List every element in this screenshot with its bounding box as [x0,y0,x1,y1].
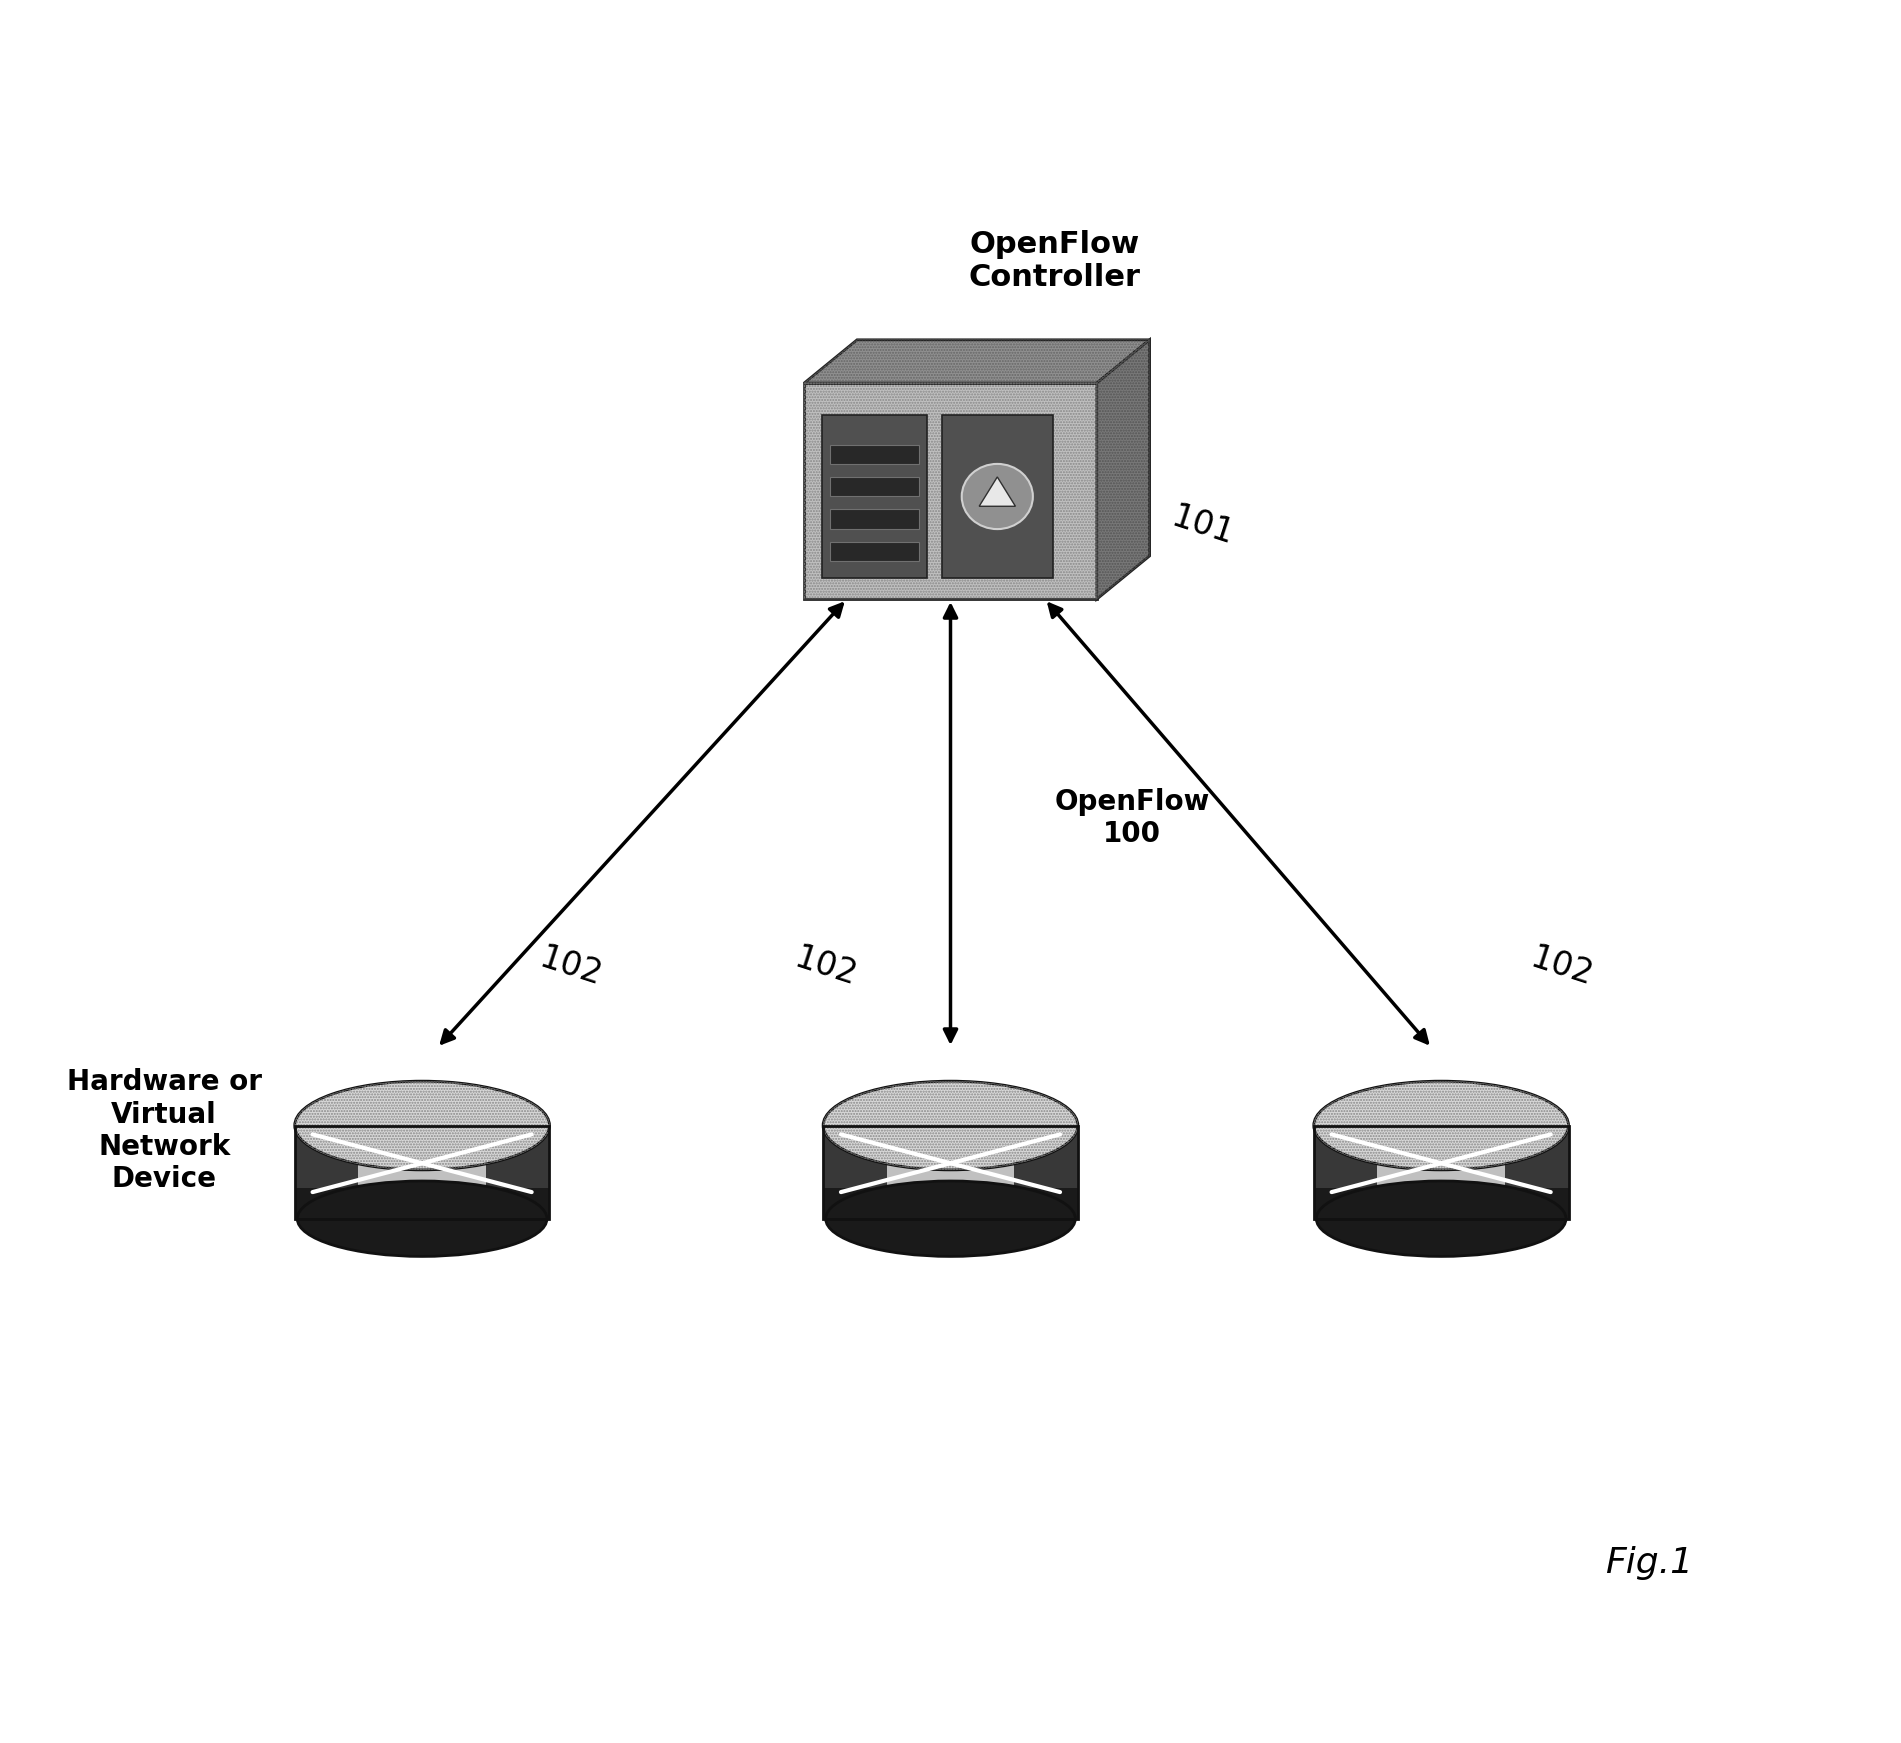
Polygon shape [979,478,1015,505]
Polygon shape [886,1126,1015,1215]
Polygon shape [831,509,918,528]
Polygon shape [1506,1126,1568,1215]
Polygon shape [1015,1126,1078,1215]
Ellipse shape [295,1081,549,1170]
Polygon shape [804,383,1097,600]
Polygon shape [831,444,918,464]
Text: 102: 102 [1527,941,1597,992]
Text: 101: 101 [1167,500,1238,551]
Text: OpenFlow
Controller: OpenFlow Controller [968,230,1141,293]
Polygon shape [804,340,1150,383]
Polygon shape [823,1187,1078,1218]
Polygon shape [1314,1126,1378,1215]
Text: Fig.1: Fig.1 [1604,1546,1692,1581]
Polygon shape [487,1126,549,1215]
Text: Hardware or
Virtual
Network
Device: Hardware or Virtual Network Device [67,1068,262,1194]
Polygon shape [359,1126,487,1215]
Polygon shape [941,415,1053,577]
Polygon shape [831,542,918,561]
Polygon shape [295,1187,549,1218]
Ellipse shape [823,1081,1078,1170]
Ellipse shape [1315,1182,1566,1257]
Text: 102: 102 [791,941,861,992]
Text: 102: 102 [536,941,606,992]
Ellipse shape [297,1182,547,1257]
Polygon shape [295,1126,359,1215]
Polygon shape [1314,1187,1568,1218]
Polygon shape [823,1126,1078,1218]
Polygon shape [295,1126,549,1218]
Polygon shape [1097,340,1150,600]
Ellipse shape [1314,1081,1568,1170]
Circle shape [962,464,1032,530]
Text: OpenFlow
100: OpenFlow 100 [1055,788,1209,849]
Polygon shape [831,478,918,497]
Polygon shape [1314,1126,1568,1218]
Polygon shape [1378,1126,1506,1215]
Polygon shape [821,415,928,577]
Polygon shape [823,1126,886,1215]
Ellipse shape [825,1182,1076,1257]
